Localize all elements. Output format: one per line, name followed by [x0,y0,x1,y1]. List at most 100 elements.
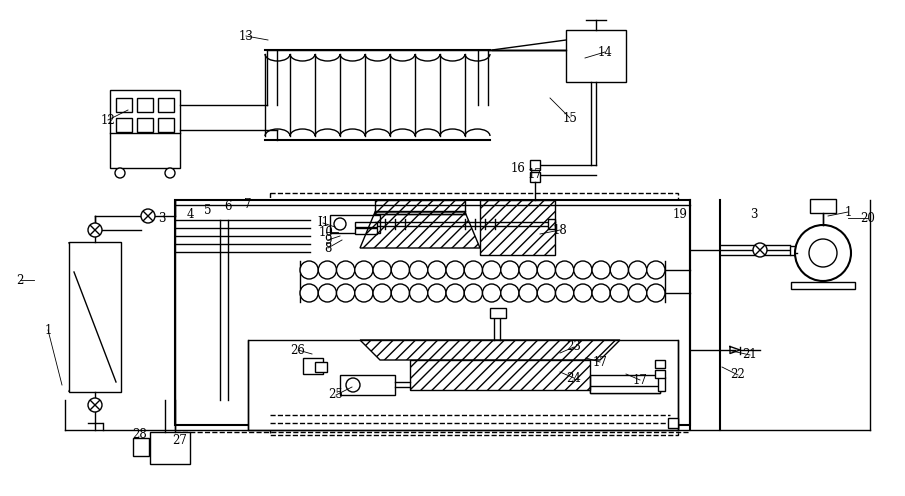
Bar [133,438,149,456]
Text: 17: 17 [528,169,542,182]
Bar [791,282,855,289]
Circle shape [334,218,346,230]
Bar [490,308,506,318]
Ellipse shape [319,284,337,302]
Ellipse shape [409,261,428,279]
Ellipse shape [300,261,319,279]
Ellipse shape [610,284,628,302]
Ellipse shape [574,284,592,302]
Bar [790,246,797,255]
Ellipse shape [538,284,556,302]
Bar [303,358,323,374]
Ellipse shape [574,261,592,279]
Ellipse shape [556,284,574,302]
Bar [175,200,690,425]
Ellipse shape [391,261,409,279]
Text: 20: 20 [861,211,875,225]
Text: 28: 28 [133,429,148,441]
Text: 27: 27 [173,434,187,446]
Ellipse shape [647,284,665,302]
Bar [340,375,395,395]
Ellipse shape [647,261,665,279]
Bar [590,386,660,393]
Bar [315,362,327,372]
Text: 23: 23 [567,340,581,354]
Text: 25: 25 [329,388,343,401]
Ellipse shape [446,261,464,279]
Circle shape [346,378,360,392]
Text: 24: 24 [567,372,581,384]
Text: 12: 12 [100,114,115,126]
Bar [137,118,153,132]
Text: 21: 21 [743,349,757,362]
Circle shape [795,225,851,281]
Text: 17: 17 [633,373,647,386]
Text: 16: 16 [510,162,526,175]
Bar [158,98,174,112]
Bar [655,370,665,378]
Ellipse shape [610,261,628,279]
Ellipse shape [391,284,409,302]
Bar [548,219,555,229]
Ellipse shape [538,261,556,279]
Bar [668,418,678,428]
Bar [410,360,590,390]
Text: 9: 9 [324,234,332,247]
Bar [530,160,540,170]
Bar [248,340,678,430]
Bar [116,98,132,112]
Circle shape [165,168,175,178]
Text: 1: 1 [844,205,852,219]
Ellipse shape [300,284,319,302]
Ellipse shape [628,261,647,279]
Bar [110,90,180,168]
Text: 2: 2 [16,273,24,287]
Ellipse shape [556,261,574,279]
Text: 22: 22 [730,369,746,381]
Bar [590,375,660,393]
Ellipse shape [500,261,519,279]
Bar [69,242,121,392]
Ellipse shape [428,284,446,302]
Bar [375,200,465,214]
Ellipse shape [355,284,373,302]
Ellipse shape [319,261,337,279]
Ellipse shape [592,261,610,279]
Ellipse shape [428,261,446,279]
Text: 1: 1 [44,323,52,336]
Bar [530,172,540,182]
Ellipse shape [409,284,428,302]
Text: 8: 8 [324,242,332,254]
Bar [355,228,377,234]
Text: 17: 17 [593,356,607,369]
Ellipse shape [500,284,519,302]
Text: 3: 3 [158,211,166,225]
Circle shape [88,398,102,412]
Bar [116,118,132,132]
Circle shape [88,223,102,237]
Text: 10: 10 [319,226,333,239]
Text: 15: 15 [563,112,577,124]
Ellipse shape [355,261,373,279]
Bar [658,377,665,391]
Bar [330,215,380,233]
Bar [270,193,678,435]
Text: 19: 19 [672,208,688,222]
Ellipse shape [592,284,610,302]
Circle shape [115,168,125,178]
Ellipse shape [337,261,355,279]
Bar [137,98,153,112]
Bar [566,30,626,82]
Ellipse shape [482,284,500,302]
Bar [655,360,665,368]
Ellipse shape [519,284,538,302]
Text: 6: 6 [224,200,232,213]
Bar [150,432,190,464]
Circle shape [141,209,155,223]
Bar [480,200,555,255]
Text: 18: 18 [553,224,567,237]
Bar [355,222,377,227]
Bar [158,118,174,132]
Text: 13: 13 [239,29,253,43]
Bar [810,199,836,213]
